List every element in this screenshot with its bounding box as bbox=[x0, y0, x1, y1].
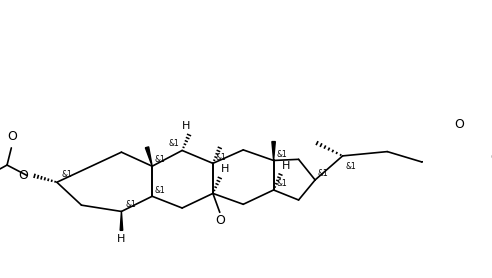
Text: &1: &1 bbox=[169, 139, 180, 148]
Polygon shape bbox=[145, 147, 152, 166]
Text: &1: &1 bbox=[345, 162, 356, 171]
Text: &1: &1 bbox=[155, 185, 165, 195]
Text: &1: &1 bbox=[126, 200, 136, 209]
Text: O: O bbox=[7, 130, 17, 143]
Text: H: H bbox=[221, 164, 229, 174]
Text: &1: &1 bbox=[276, 150, 287, 159]
Text: &1: &1 bbox=[61, 170, 72, 179]
Text: &1: &1 bbox=[155, 155, 165, 165]
Text: &1: &1 bbox=[276, 179, 287, 188]
Text: O: O bbox=[455, 118, 464, 131]
Text: O: O bbox=[491, 151, 492, 164]
Text: O: O bbox=[19, 169, 29, 182]
Text: H: H bbox=[281, 161, 290, 171]
Text: &1: &1 bbox=[318, 169, 329, 178]
Text: O: O bbox=[215, 214, 225, 227]
Text: H: H bbox=[117, 234, 125, 244]
Polygon shape bbox=[272, 142, 276, 160]
Text: &1: &1 bbox=[215, 153, 226, 162]
Polygon shape bbox=[120, 212, 123, 230]
Text: H: H bbox=[182, 121, 190, 131]
